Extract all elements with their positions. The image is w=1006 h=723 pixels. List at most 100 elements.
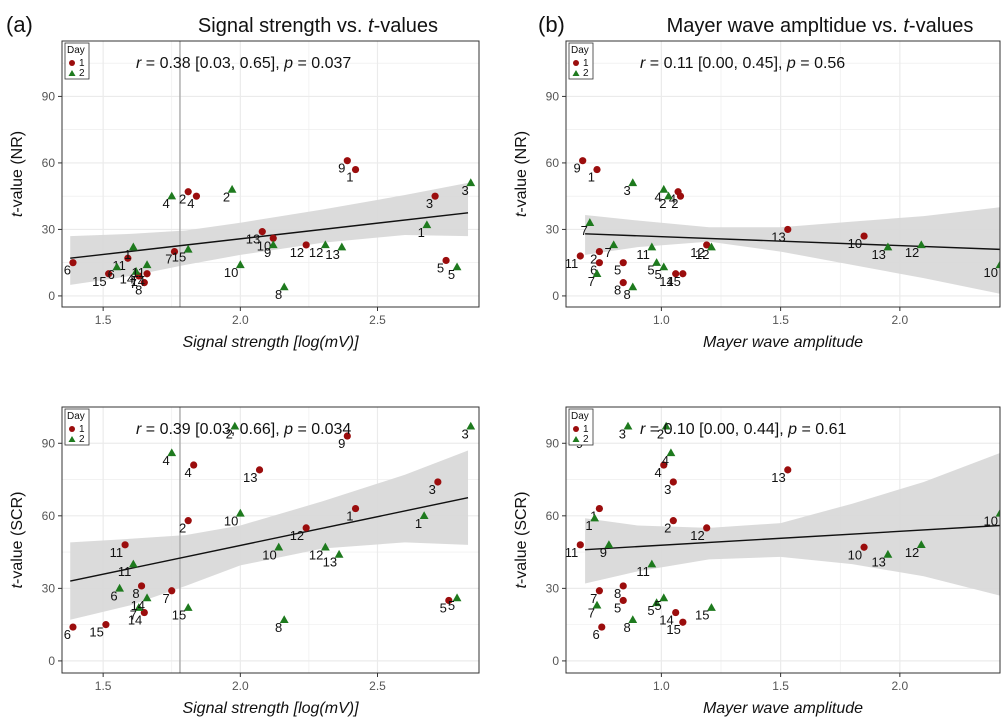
y-axis-label-rest: -value (NR) [9,131,26,213]
legend-box [568,408,594,446]
point-label: 2 [590,252,597,267]
y-axis-label: t-value (SCR) [9,492,26,589]
data-point-day1 [105,270,113,278]
data-point-day1 [351,504,360,513]
point-label: 1 [415,516,422,531]
point-label: 4 [655,190,662,205]
point-label: 6 [593,627,600,642]
data-point-day1 [672,270,680,278]
x-tick-label: 2.0 [892,679,909,693]
data-point-day1 [619,582,627,590]
data-point-day1 [137,582,146,590]
point-label: 12 [690,245,704,260]
legend-title: Day [571,45,589,56]
data-point-day1 [579,157,587,165]
data-point-day1 [445,596,453,605]
point-label: 15 [172,249,186,264]
data-point-day1 [619,259,627,267]
point-label: 6 [590,263,597,278]
point-label: 8 [624,620,631,635]
data-point-day2 [664,191,673,200]
point-label: 10 [848,547,862,562]
point-label: 8 [614,283,621,298]
data-point-day1 [598,623,606,631]
data-point-day2 [707,603,716,611]
point-label: 14 [659,274,673,289]
legend-day2-marker [572,436,580,442]
x-tick-label: 2.0 [232,313,249,327]
data-point-day2 [623,421,633,430]
y-axis-label-italic: t [513,212,530,217]
y-tick-label: 90 [546,436,560,450]
point-label: 15 [172,608,186,623]
x-axis-label: Signal strength [log(mV)] [182,700,359,717]
data-point-day1 [302,524,310,532]
data-point-day1 [576,252,584,260]
data-point-day2 [628,282,638,291]
point-label: 1 [585,518,592,533]
point-label: 3 [624,183,631,198]
point-label: 7 [581,223,588,238]
legend-day2-label: 2 [583,68,589,79]
point-label: 13 [771,229,785,244]
data-point-day1 [676,192,685,200]
point-label: 5 [448,267,455,282]
data-point-day2 [647,559,657,568]
data-point-day2 [585,218,595,226]
data-point-day2 [592,269,602,277]
data-point-day2 [128,242,138,251]
data-point-day2 [279,282,289,291]
data-point-day1 [258,228,266,236]
x-tick-label: 1.0 [653,679,670,693]
y-tick-label: 0 [48,289,55,303]
y-tick-label: 90 [42,89,56,103]
stat-p-symbol: p [283,421,293,438]
stat-r-symbol: r [640,421,646,438]
point-label: 2 [659,196,666,211]
plot-frame [565,40,1001,308]
legend-title: Day [67,45,85,56]
point-label: 7 [604,245,611,260]
data-point-day2 [609,240,619,249]
stat-p-value: = 0.037 [293,55,351,72]
regression-line [585,233,1000,251]
data-point-day2 [230,421,240,430]
stat-r-symbol: r [136,55,142,72]
point-label: 7 [165,252,172,267]
point-label: 14 [120,272,134,287]
point-label: 10 [262,547,276,562]
plot-frame [61,406,480,674]
point-label: 3 [664,482,671,497]
y-axis-label-italic: t [9,583,26,588]
y-tick-label: 30 [42,581,56,595]
stat-r-value: = 0.38 [0.03, 0.65], [141,55,284,72]
data-point-day1 [576,541,584,549]
point-label: 1 [346,509,353,524]
stat-p-symbol: p [787,421,797,438]
data-point-day2 [452,593,462,602]
data-point-day2 [652,598,662,607]
point-label: 14 [131,274,145,289]
scatter-plot-mayer-scr: 9111785643214151213101793811552415131210… [513,406,1001,717]
x-axis-label: Mayer wave amplitude [703,334,863,351]
stat-r-value: = 0.39 [0.03, 0.66], [141,421,284,438]
data-point-day2 [883,242,893,251]
data-point-day2 [274,542,284,551]
point-label: 13 [871,247,885,262]
data-point-day2 [142,260,152,269]
point-label: 4 [184,465,191,480]
point-label: 6 [108,267,115,282]
point-label: 3 [619,426,626,441]
point-label: 4 [163,453,170,468]
data-point-day1 [343,157,351,165]
stat-p-value: = 0.034 [293,421,351,438]
x-tick-label: 2.0 [232,679,249,693]
point-label: 9 [264,245,271,260]
data-point-day1 [595,504,603,513]
data-point-day2 [334,549,344,558]
point-label: 11 [565,545,579,560]
data-point-day2 [115,583,125,592]
point-label: 13 [323,555,337,570]
point-label: 13 [771,470,785,485]
